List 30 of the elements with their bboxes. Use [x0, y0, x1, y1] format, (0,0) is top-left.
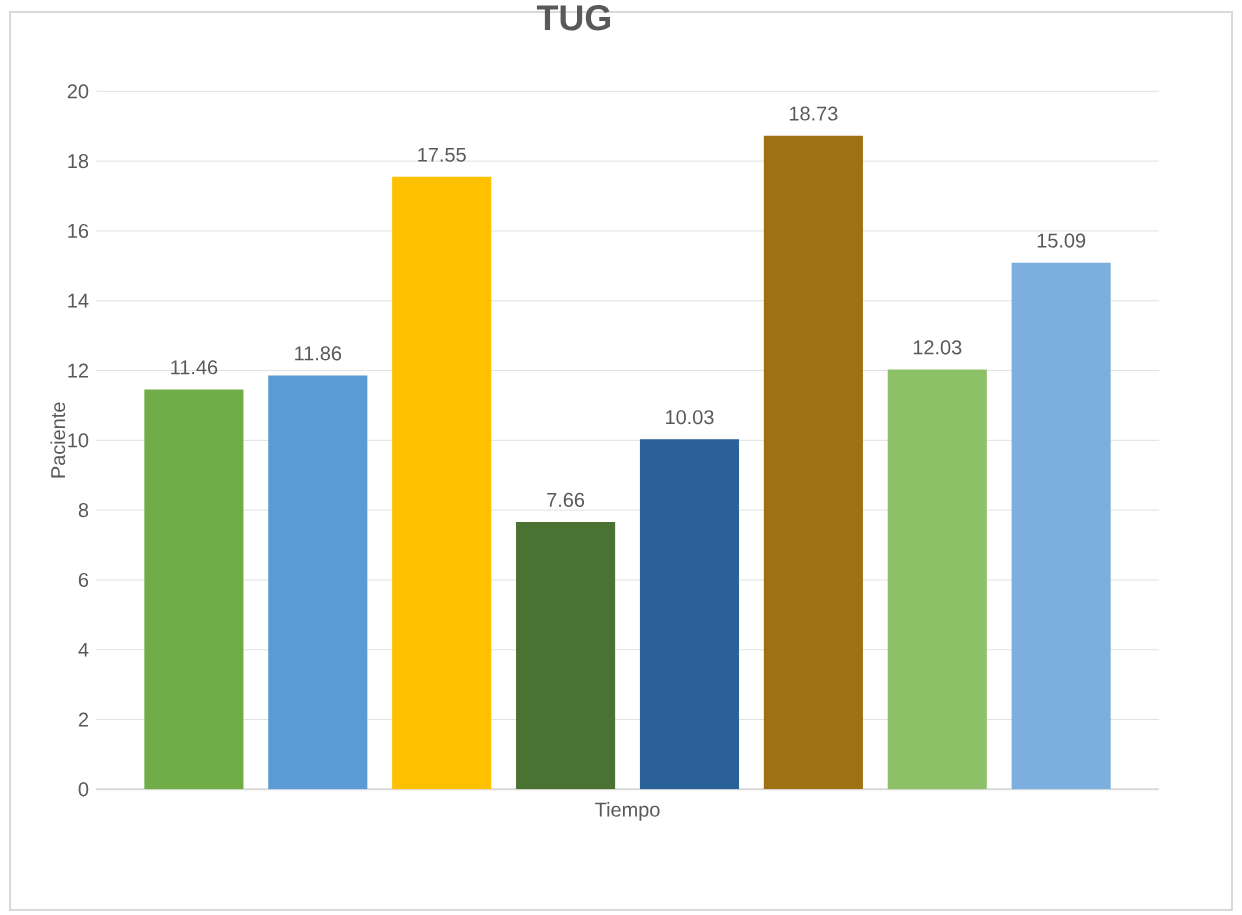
y-tick-label: 18 [68, 154, 89, 169]
y-tick-label: 6 [78, 572, 89, 587]
y-tick-label: 14 [68, 293, 89, 308]
y-axis-title: Paciente [50, 402, 66, 478]
bar [392, 176, 492, 790]
bar [1011, 262, 1111, 790]
data-label: 10.03 [666, 410, 714, 425]
data-label: 12.03 [913, 340, 962, 355]
bar [144, 389, 244, 790]
chart-title: TUG [536, 5, 611, 31]
y-tick-label: 12 [68, 363, 88, 378]
bar [268, 375, 368, 790]
data-label: 11.86 [295, 346, 342, 361]
data-label: 15.09 [1037, 233, 1086, 248]
y-tick-label: 8 [78, 503, 89, 518]
bar [639, 439, 740, 790]
y-tick-label: 16 [68, 223, 89, 238]
bar [516, 522, 616, 790]
y-tick-label: 2 [78, 712, 88, 727]
y-tick-label: 4 [78, 642, 89, 657]
bar [763, 135, 863, 790]
y-tick-label: 20 [67, 84, 89, 99]
y-tick-label: 10 [68, 433, 89, 448]
bar [887, 369, 987, 790]
data-label: 7.66 [547, 492, 585, 507]
x-axis-title: Tiempo [595, 802, 660, 821]
data-label: 18.73 [789, 106, 838, 121]
data-label: 17.55 [418, 147, 466, 162]
y-tick-label: 0 [78, 782, 89, 797]
data-label: 11.46 [171, 360, 218, 375]
